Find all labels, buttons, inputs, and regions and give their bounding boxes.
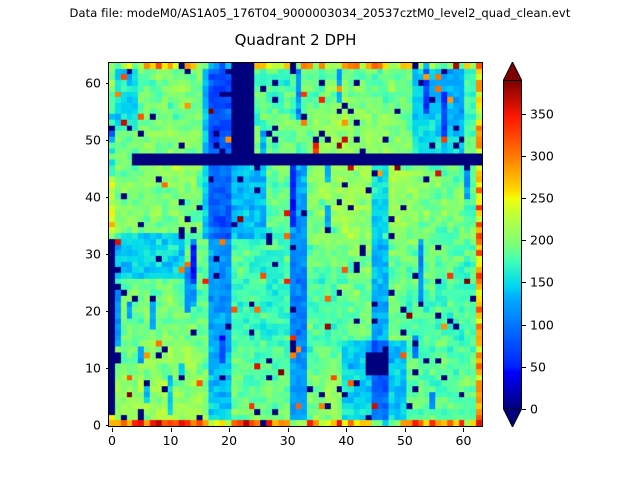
x-axis-tick-label: 10 <box>162 433 179 448</box>
colorbar-tick <box>522 113 526 115</box>
colorbar-tick <box>522 366 526 368</box>
x-axis-tick-label: 30 <box>279 433 296 448</box>
colorbar-tick-label: 250 <box>530 190 554 206</box>
y-axis-tick-label: 60 <box>85 75 101 91</box>
colorbar-tick <box>522 409 526 410</box>
x-axis-tick-label: 20 <box>221 433 238 448</box>
colorbar-tick-label: 0 <box>530 401 538 417</box>
x-axis-tick <box>287 428 289 432</box>
y-axis-tick-label: 10 <box>85 360 101 376</box>
x-axis-tick-label: 0 <box>107 433 116 448</box>
x-axis-tick <box>404 428 406 432</box>
y-axis-tick-label: 50 <box>85 132 101 148</box>
colorbar-tick-label: 100 <box>530 317 554 333</box>
colorbar-extend-top-arrow-icon <box>503 62 522 81</box>
colorbar: 0 50 100 150 200 250 300 350 <box>503 62 554 427</box>
y-axis-tick <box>105 82 109 84</box>
heatmap-axes: 0 10 20 30 40 50 60 0 10 20 30 40 50 60 <box>85 62 483 448</box>
colorbar-tick <box>522 240 526 242</box>
y-axis-tick-label: 30 <box>85 246 101 262</box>
y-axis-tick <box>105 425 109 427</box>
colorbar-extend-bottom-arrow-icon <box>503 408 522 427</box>
x-axis-tick <box>111 428 113 432</box>
colorbar-tick-label: 300 <box>530 148 554 164</box>
x-axis-tick <box>229 428 231 432</box>
y-axis-tick-label: 0 <box>93 417 101 433</box>
figure-suptitle: Data file: modeM0/AS1A05_176T04_90000030… <box>69 6 571 20</box>
y-axis-tick <box>105 368 109 370</box>
y-axis-tick <box>105 254 109 256</box>
colorbar-tick <box>522 282 526 284</box>
y-axis-tick <box>105 311 109 313</box>
colorbar-tick <box>522 155 526 157</box>
colorbar-gradient <box>503 80 522 409</box>
y-axis-tick-label: 20 <box>85 303 101 319</box>
colorbar-tick-label: 50 <box>530 359 546 375</box>
colorbar-tick-label: 200 <box>530 232 554 248</box>
colorbar-tick-label: 350 <box>530 106 554 122</box>
x-axis-tick <box>346 428 348 432</box>
y-axis-tick-label: 40 <box>85 189 101 205</box>
y-axis-tick <box>105 197 109 199</box>
x-axis-tick <box>170 428 172 432</box>
x-axis-tick-label: 50 <box>396 433 413 448</box>
x-axis-tick <box>463 428 465 432</box>
colorbar-tick-label: 150 <box>530 274 554 290</box>
x-axis-tick-label: 40 <box>338 433 355 448</box>
chart-title: Quadrant 2 DPH <box>234 31 357 49</box>
colorbar-tick <box>522 324 526 326</box>
colorbar-tick <box>522 198 526 200</box>
y-axis-tick <box>105 139 109 141</box>
x-axis-tick-label: 60 <box>455 433 472 448</box>
heatmap-image <box>109 63 482 426</box>
